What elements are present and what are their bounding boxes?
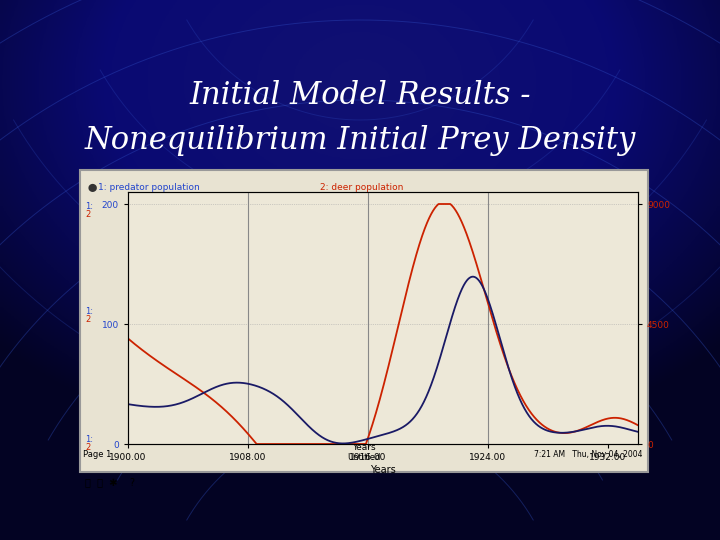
Text: Nonequilibrium Initial Prey Density: Nonequilibrium Initial Prey Density (84, 125, 636, 156)
Text: 1: 1 (135, 401, 140, 410)
Text: 7:21 AM   Thu, Nov 04, 2004: 7:21 AM Thu, Nov 04, 2004 (534, 450, 643, 459)
Text: ⬤: ⬤ (88, 184, 97, 192)
Text: 1: 1 (371, 434, 377, 443)
Text: Page 1: Page 1 (83, 450, 112, 459)
Text: Years: Years (352, 443, 376, 452)
Text: 2: 2 (135, 340, 140, 349)
Text: 1:: 1: (85, 202, 93, 211)
Text: 2: 2 (443, 199, 449, 208)
Text: 2: 2 (85, 315, 90, 325)
Text: 1:: 1: (85, 307, 93, 315)
Text: 2: deer population: 2: deer population (320, 184, 403, 192)
X-axis label: Years: Years (370, 465, 396, 475)
Text: 1: 1 (476, 270, 481, 279)
Text: 2: 2 (495, 324, 500, 333)
Text: 2: 2 (85, 443, 90, 453)
Text: 1: 1 (251, 380, 256, 389)
Text: 2: 2 (256, 438, 261, 447)
Text: Initial Model Results -: Initial Model Results - (189, 79, 531, 111)
Text: Untitled: Untitled (347, 453, 381, 462)
Text: 🔓  🖨  ✱    ?: 🔓 🖨 ✱ ? (85, 477, 135, 487)
Bar (80, 170, 648, 472)
Text: 1:: 1: (85, 435, 93, 444)
Text: 2: 2 (85, 210, 90, 219)
Text: 1: predator population: 1: predator population (98, 184, 199, 192)
